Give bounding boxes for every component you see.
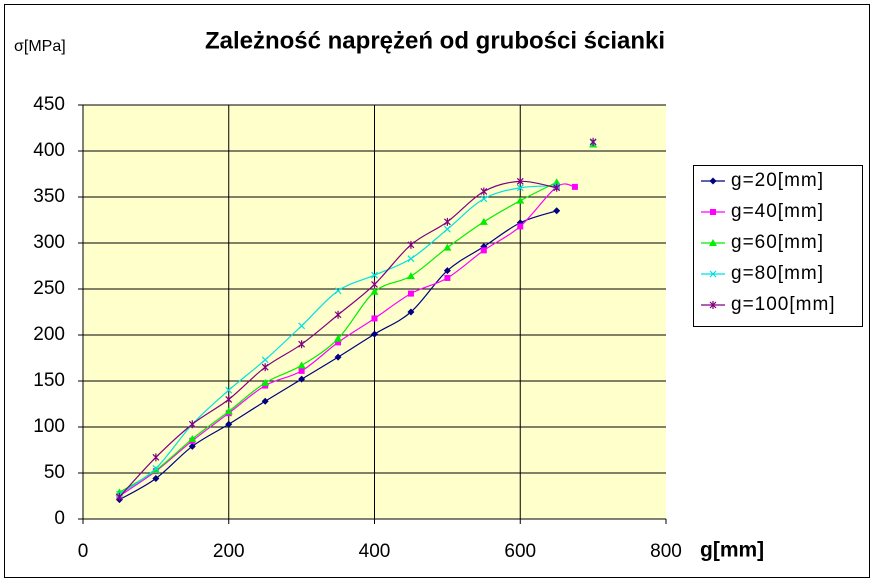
marker [188,420,196,429]
y-tick-label: 0 [54,508,65,529]
marker [334,353,342,361]
marker [443,243,452,251]
y-tick-label: 150 [33,370,65,391]
x-tick-label: 400 [359,541,391,562]
marker [225,420,233,428]
marker [371,271,378,279]
marker [709,239,717,246]
x-tick-label: 600 [504,541,536,562]
marker [261,356,269,364]
marker [407,308,415,316]
y-tick-label: 50 [44,462,65,483]
marker [480,195,488,203]
marker [371,330,378,338]
marker [152,475,160,483]
y-tick-label: 300 [33,232,65,253]
marker [188,442,196,450]
marker [224,407,233,415]
legend-label: g=60[mm] [731,232,824,253]
marker [261,363,269,372]
y-tick-label: 350 [33,186,65,207]
marker [115,488,124,496]
marker [407,240,415,249]
marker [335,339,342,346]
marker [334,287,342,295]
marker [589,137,597,146]
marker [517,223,524,230]
marker [571,183,578,190]
x-tick-label: 800 [650,541,682,562]
marker [225,395,233,404]
marker [334,334,343,342]
x-tick-label: 200 [213,541,245,562]
marker [443,267,451,275]
y-tick-label: 250 [33,278,65,299]
marker [709,270,717,278]
marker [371,315,378,322]
marker [152,453,160,462]
marker [710,209,716,215]
marker [298,367,305,374]
marker [298,340,306,349]
marker [479,217,488,225]
marker [406,272,415,280]
marker [516,196,525,204]
legend-label: g=40[mm] [731,201,824,222]
marker [553,183,561,192]
marker [516,177,524,186]
marker [225,386,233,394]
marker [298,322,306,330]
marker [407,255,415,263]
marker [261,397,269,405]
marker [298,375,306,383]
marker [516,184,524,192]
marker [709,177,717,185]
marker [370,287,379,295]
marker [371,280,378,289]
marker [151,466,160,474]
marker [553,207,561,215]
series-line [119,183,576,497]
y-axis-label: σ[MPa] [14,38,66,55]
y-tick-label: 100 [33,416,65,437]
chart-title: Zależność naprężeń od grubości ścianki [205,27,665,54]
marker [709,301,717,309]
legend-box [693,165,863,327]
y-tick-label: 200 [33,324,65,345]
x-tick-label: 0 [78,541,89,562]
marker [152,464,160,472]
y-tick-label: 450 [33,94,65,115]
marker [443,217,451,226]
marker [443,225,451,233]
marker [334,310,342,319]
y-tick-label: 400 [33,140,65,161]
x-axis-label: g[mm] [700,539,764,562]
marker [116,492,123,501]
marker [480,187,488,196]
marker [444,274,451,281]
legend-label: g=80[mm] [731,263,824,284]
legend-label: g=20[mm] [731,170,824,191]
marker [297,361,306,369]
marker [480,247,487,254]
marker [407,290,414,297]
marker [261,378,270,386]
marker [188,434,197,442]
legend-label: g=100[mm] [731,294,836,315]
